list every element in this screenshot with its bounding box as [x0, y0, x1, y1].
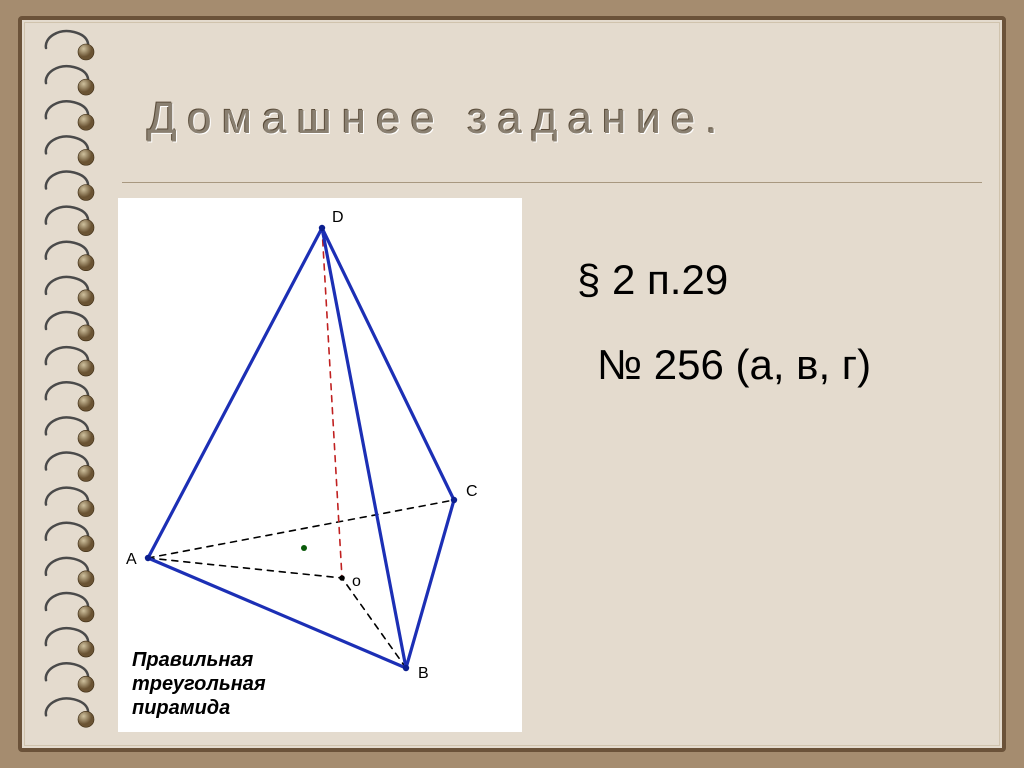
slide-frame: Домашнее задание. A B C Dо Правильная треуг… — [18, 16, 1006, 752]
svg-text:о: о — [352, 573, 361, 590]
diagram-panel: A B C Dо Правильная треугольная пирамида — [118, 198, 522, 732]
svg-text:D: D — [332, 209, 344, 226]
slide-title: Домашнее задание. — [147, 94, 728, 144]
title-divider — [122, 182, 982, 183]
assignment-line-2: № 256 (а, в, г) — [597, 340, 871, 390]
svg-text:B: B — [418, 665, 429, 682]
spiral-binding — [40, 28, 100, 748]
assignment-line-1: § 2 п.29 — [577, 255, 728, 305]
diagram-caption: Правильная треугольная пирамида — [132, 648, 352, 720]
svg-text:C: C — [466, 483, 478, 500]
svg-text:A: A — [126, 551, 137, 568]
